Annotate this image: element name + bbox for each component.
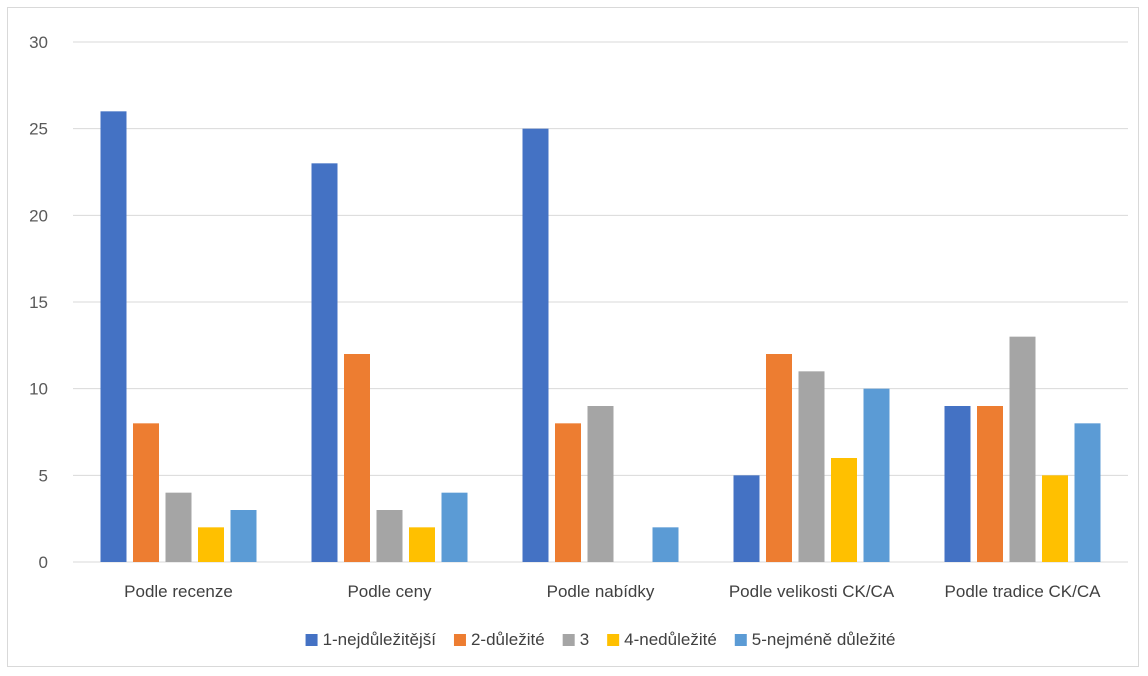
legend-swatch <box>734 634 747 646</box>
bar <box>133 423 159 562</box>
bar <box>522 128 549 562</box>
bar <box>977 406 1003 562</box>
legend-item: 4-nedůležité <box>607 630 717 649</box>
bar <box>230 510 257 562</box>
bar <box>798 371 825 562</box>
bar <box>733 475 760 562</box>
bar <box>165 492 192 562</box>
bar <box>1009 336 1036 562</box>
legend-label: 4-nedůležité <box>624 630 717 649</box>
bar <box>1074 423 1101 562</box>
bar <box>311 163 338 563</box>
legend-label: 2-důležité <box>471 630 545 649</box>
legend-item: 1-nejdůležitější <box>305 630 437 649</box>
legend-label: 3 <box>580 630 589 649</box>
legend-swatch <box>607 634 620 646</box>
y-tick-label: 15 <box>29 293 48 312</box>
y-tick-label: 0 <box>39 553 48 572</box>
bar <box>652 527 679 562</box>
legend-item: 5-nejméně důležité <box>734 630 896 649</box>
bar <box>344 354 370 562</box>
chart-area: 0 5 10 15 20 25 30 Podle recenze Podle ceny Podl… <box>7 7 1139 667</box>
y-tick-label: 25 <box>29 120 48 139</box>
y-tick-label: 30 <box>29 33 48 52</box>
legend: 1-nejdůležitější 2-důležité 3 4-nedůležité 5… <box>305 630 896 649</box>
bar <box>944 406 971 562</box>
bar <box>555 423 581 562</box>
legend-item: 3 <box>562 630 589 649</box>
y-tick-label: 5 <box>39 466 48 485</box>
x-category-label: Podle velikosti CK/CA <box>729 582 895 601</box>
x-category-label: Podle recenze <box>124 582 233 601</box>
x-axis-category-labels: Podle recenze Podle ceny Podle nabídky Podl… <box>124 582 1101 601</box>
bar <box>441 492 468 562</box>
bar <box>587 406 614 562</box>
legend-swatch <box>305 634 318 646</box>
y-tick-label: 10 <box>29 380 48 399</box>
bar <box>409 527 435 562</box>
x-category-label: Podle tradice CK/CA <box>945 582 1102 601</box>
legend-label: 5-nejméně důležité <box>752 630 896 649</box>
legend-swatch <box>562 634 575 646</box>
legend-item: 2-důležité <box>453 630 545 649</box>
bar <box>766 354 792 562</box>
legend-label: 1-nejdůležitější <box>323 630 437 649</box>
bars <box>100 111 1101 563</box>
y-tick-label: 20 <box>29 206 48 225</box>
x-category-label: Podle nabídky <box>547 582 655 601</box>
x-category-label: Podle ceny <box>347 582 432 601</box>
y-axis-tick-labels: 0 5 10 15 20 25 30 <box>29 33 48 572</box>
bar <box>100 111 127 562</box>
gridlines <box>73 41 1128 563</box>
bar <box>198 527 224 562</box>
bar <box>1042 475 1068 562</box>
bar <box>863 388 890 562</box>
legend-swatch <box>453 634 466 646</box>
bar <box>376 510 403 562</box>
bar <box>831 458 857 562</box>
